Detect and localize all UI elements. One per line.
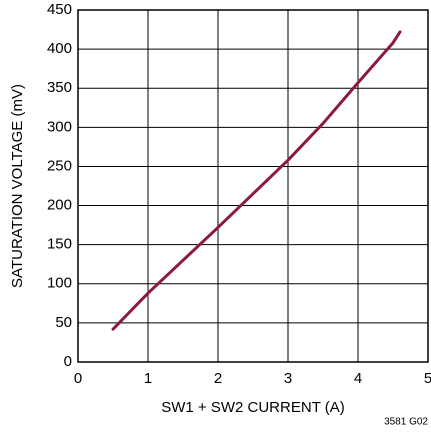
y-tick-label: 450 [47,1,72,18]
x-tick-label: 5 [424,370,431,387]
y-tick-label: 50 [55,314,72,331]
y-tick-label: 150 [47,236,72,253]
y-tick-label: 300 [47,118,72,135]
x-tick-label: 2 [214,370,222,387]
x-tick-label: 0 [74,370,82,387]
y-tick-label: 100 [47,275,72,292]
figure-note: 3581 G02 [384,417,428,428]
x-tick-label: 1 [144,370,152,387]
plot-frame [77,9,429,363]
x-tick-label: 3 [284,370,292,387]
y-tick-label: 200 [47,197,72,214]
y-tick-label: 400 [47,40,72,57]
x-tick-label: 4 [354,370,362,387]
y-tick-label: 0 [64,353,72,370]
x-axis-label: SW1 + SW2 CURRENT (A) [161,399,345,416]
y-tick-label: 350 [47,79,72,96]
data-line [111,30,402,331]
y-axis-label: SATURATION VOLTAGE (mV) [9,84,26,288]
y-tick-label: 250 [47,157,72,174]
